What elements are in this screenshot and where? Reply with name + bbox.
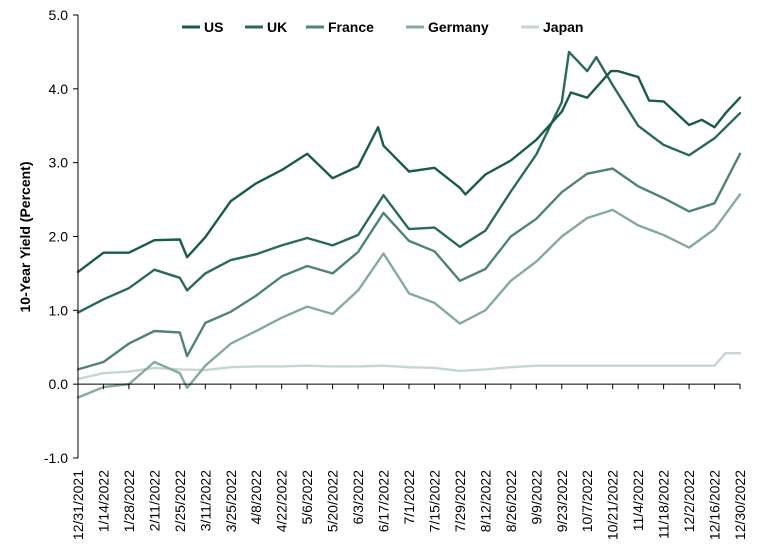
x-tick-label: 1/28/2022	[121, 470, 137, 532]
x-tick-label: 6/3/2022	[350, 470, 366, 525]
series-line-germany	[76, 193, 742, 399]
x-tick-label: 6/17/2022	[376, 470, 392, 532]
x-tick-label: 1/14/2022	[95, 470, 111, 532]
legend: US UK France Germany Japan	[182, 19, 583, 35]
y-axis-ticks: 5.0 4.0 3.0 2.0 1.0 0.0 -1.0	[44, 7, 78, 466]
y-tick-label: 3.0	[49, 155, 69, 171]
x-tick-label: 12/31/2021	[70, 470, 86, 540]
legend-label-us: US	[204, 19, 223, 35]
x-tick-label: 9/23/2022	[554, 470, 570, 532]
x-tick-label: 12/2/2022	[681, 470, 697, 532]
x-axis-ticks: 12/31/2021 1/14/2022 1/28/2022 2/11/2022 2/2…	[70, 384, 748, 540]
x-tick-label: 7/29/2022	[452, 470, 468, 532]
y-tick-label: 5.0	[49, 7, 69, 23]
x-tick-label: 10/7/2022	[579, 470, 595, 532]
x-tick-label: 4/22/2022	[274, 470, 290, 532]
series-line-us	[76, 69, 742, 274]
legend-label-uk: UK	[267, 19, 287, 35]
x-tick-label: 3/11/2022	[197, 470, 213, 531]
x-tick-label: 5/20/2022	[325, 470, 341, 532]
x-tick-label: 7/1/2022	[401, 470, 417, 525]
x-tick-label: 7/15/2022	[426, 470, 442, 532]
x-tick-label: 8/26/2022	[503, 470, 519, 532]
series-line-france	[76, 152, 742, 371]
plot-lines	[76, 50, 742, 399]
y-tick-label: 0.0	[49, 376, 69, 392]
y-tick-label: 2.0	[49, 229, 69, 245]
x-tick-label: 9/9/2022	[528, 470, 544, 525]
x-tick-label: 3/25/2022	[223, 470, 239, 532]
x-tick-label: 12/16/2022	[707, 470, 723, 540]
y-axis-title: 10-Year Yield (Percent)	[17, 162, 33, 313]
y-tick-label: -1.0	[44, 450, 68, 466]
x-tick-label: 8/12/2022	[477, 470, 493, 532]
y-tick-label: 1.0	[49, 302, 69, 318]
legend-label-france: France	[328, 19, 374, 35]
x-tick-label: 2/11/2022	[146, 470, 162, 531]
x-tick-label: 5/6/2022	[299, 470, 315, 525]
series-line-japan	[76, 352, 742, 381]
legend-label-japan: Japan	[543, 19, 583, 35]
x-tick-label: 10/21/2022	[605, 470, 621, 540]
x-tick-label: 11/4/2022	[630, 470, 646, 531]
x-tick-label: 2/25/2022	[172, 470, 188, 532]
series-line-uk	[76, 50, 742, 314]
x-tick-label: 12/30/2022	[732, 470, 748, 540]
x-tick-label: 11/18/2022	[656, 470, 672, 539]
x-tick-label: 4/8/2022	[248, 470, 264, 525]
legend-label-germany: Germany	[428, 19, 489, 35]
y-tick-label: 4.0	[49, 81, 69, 97]
